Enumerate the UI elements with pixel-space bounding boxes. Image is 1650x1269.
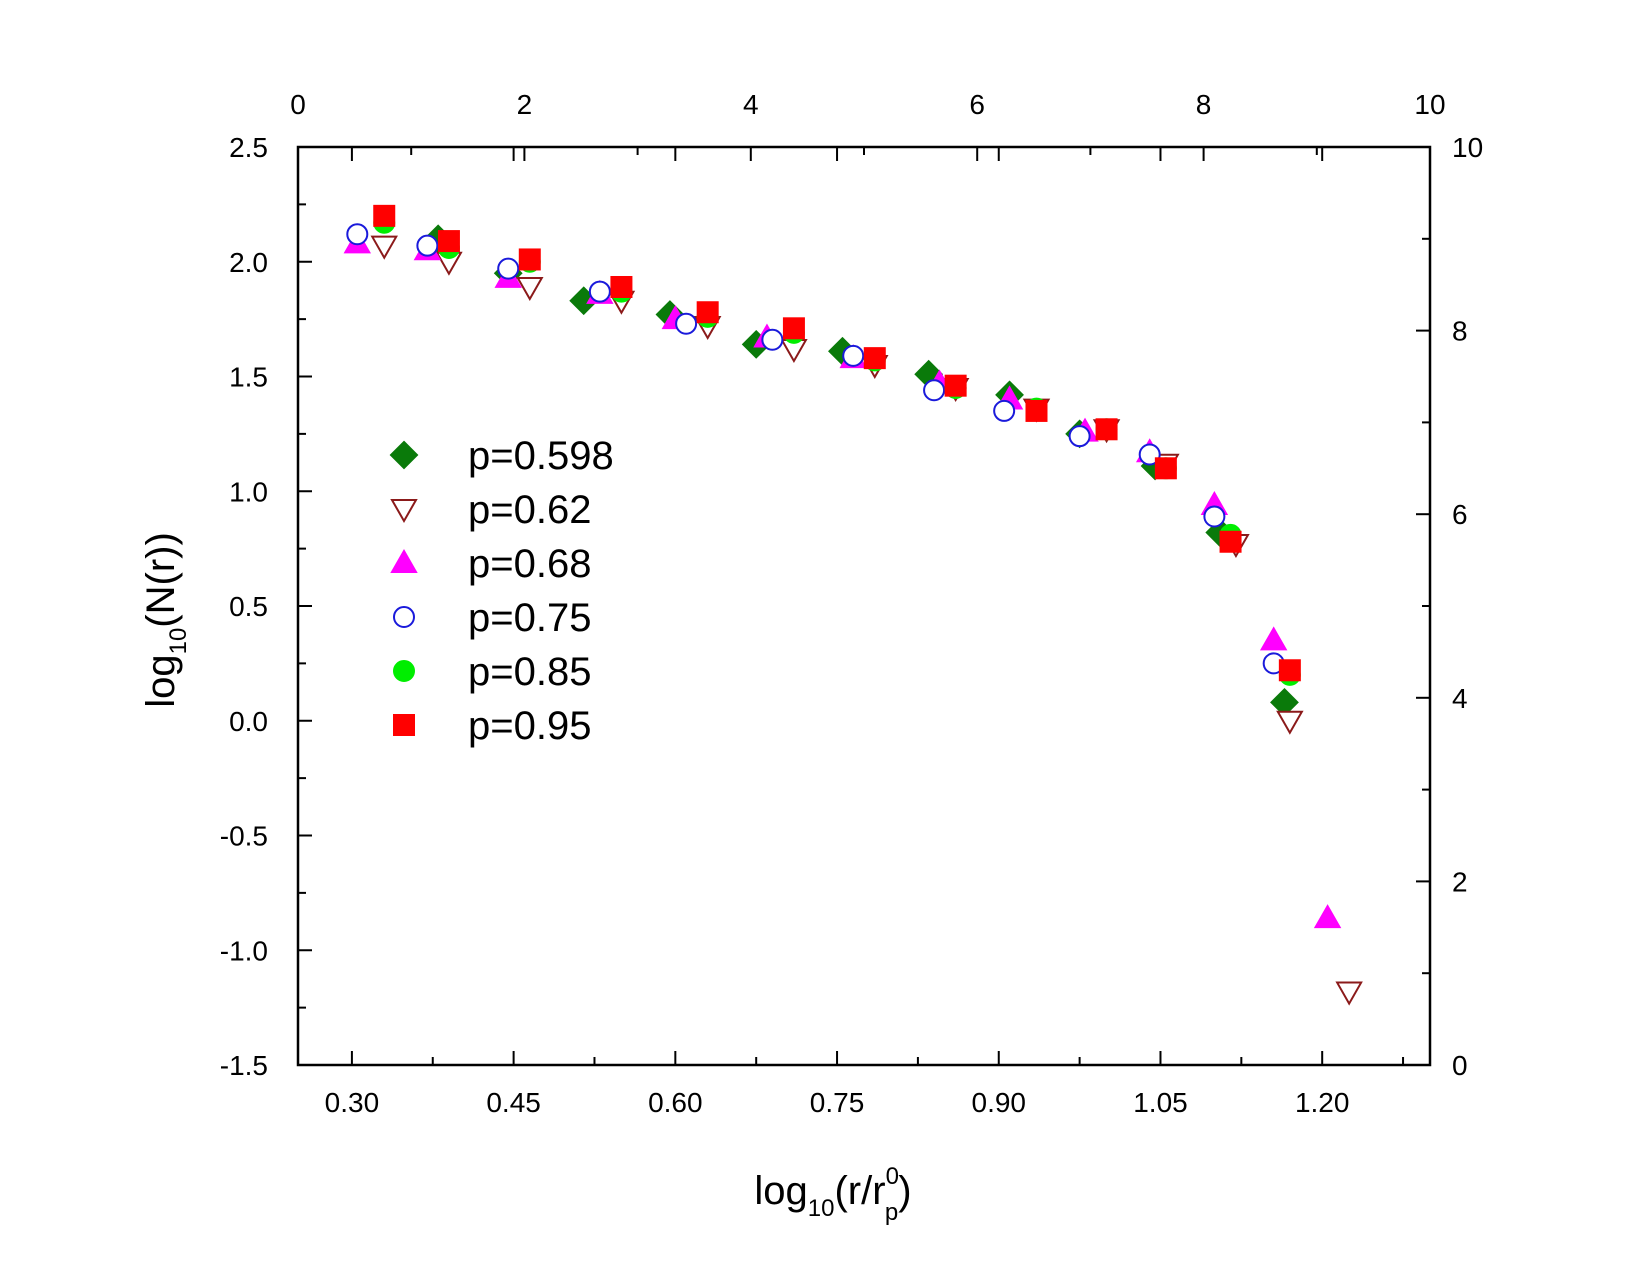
x-axis-title-mid: (r/r: [834, 1169, 885, 1213]
y-tick-label: -1.0: [220, 935, 268, 966]
data-point: [1278, 659, 1301, 682]
data-point: [1138, 443, 1161, 466]
data-point: [373, 204, 396, 227]
right-tick-label: 2: [1452, 866, 1468, 897]
legend: p=0.598 p=0.62 p=0.68 p=0.75 p=0.85 p=0.95: [389, 434, 614, 748]
data-point: [761, 328, 784, 351]
data-point: [1154, 457, 1177, 480]
y-tick-label: 2.0: [229, 247, 268, 278]
data-point: [1025, 399, 1048, 422]
legend-label: p=0.68: [468, 542, 591, 586]
data-point: [863, 347, 886, 370]
right-tick-label: 6: [1452, 499, 1468, 530]
x-tick-label: 1.05: [1133, 1087, 1188, 1118]
legend-marker: [393, 660, 415, 682]
top-tick-label: 6: [969, 89, 985, 120]
x-tick-label: 0.45: [486, 1087, 541, 1118]
right-tick-label: 8: [1452, 316, 1468, 347]
axis-ticks: 0.30 0.45 0.60 0.75 0.90 1.05 1.20 2.5 2.0 1.5 1.0…: [220, 89, 1483, 1118]
data-point: [944, 374, 967, 397]
y-axis-title-end: (N(r)): [139, 532, 183, 628]
top-tick-label: 2: [517, 89, 533, 120]
top-tick-label: 10: [1414, 89, 1445, 120]
top-tick-label: 0: [290, 89, 306, 120]
data-point: [518, 248, 541, 271]
x-axis-title: log10(r/r0 p): [754, 1163, 911, 1226]
data-point: [923, 379, 946, 402]
x-tick-label: 1.20: [1295, 1087, 1350, 1118]
y-axis-title-sub: 10: [165, 628, 192, 655]
y-tick-label: 2.5: [229, 132, 268, 163]
data-point: [1068, 425, 1091, 448]
right-tick-label: 4: [1452, 683, 1468, 714]
data-point: [1259, 626, 1288, 651]
right-tick-label: 0: [1452, 1050, 1468, 1081]
data-point: [675, 312, 698, 335]
right-tick-label: 10: [1452, 132, 1483, 163]
top-tick-label: 4: [743, 89, 759, 120]
y-axis-title-base: log: [139, 654, 183, 707]
data-point: [416, 234, 439, 257]
x-tick-label: 0.90: [972, 1087, 1027, 1118]
legend-marker: [393, 606, 415, 628]
data-point: [1203, 505, 1226, 528]
y-axis-title: log10(N(r)): [139, 532, 192, 708]
data-point: [842, 344, 865, 367]
legend-marker: [389, 440, 419, 470]
x-axis-title-sup: 0: [886, 1163, 899, 1190]
data-point: [1219, 530, 1242, 553]
y-tick-label: 1.0: [229, 476, 268, 507]
series-p-0-95: [373, 204, 1301, 682]
x-tick-label: 0.75: [810, 1087, 865, 1118]
data-point: [696, 301, 719, 324]
x-tick-label: 0.30: [325, 1087, 380, 1118]
series-p-0-75: [346, 223, 1285, 675]
data-point: [516, 276, 544, 302]
legend-marker: [393, 714, 415, 736]
data-point: [497, 257, 520, 280]
top-tick-label: 8: [1196, 89, 1212, 120]
data-point: [782, 317, 805, 340]
x-axis-title-end: ): [898, 1169, 911, 1213]
legend-label: p=0.75: [468, 596, 591, 640]
x-axis-title-sub2: p: [885, 1199, 898, 1226]
x-axis-title-sub: 10: [808, 1195, 835, 1222]
legend-label: p=0.598: [468, 434, 614, 478]
data-point: [993, 399, 1016, 422]
legend-label: p=0.62: [468, 488, 591, 532]
legend-label: p=0.85: [468, 650, 591, 694]
data-point: [370, 235, 398, 260]
data-point: [588, 280, 611, 303]
x-tick-label: 0.60: [648, 1087, 703, 1118]
y-tick-label: 0.0: [229, 706, 268, 737]
data-point: [437, 230, 460, 253]
data-point: [1335, 981, 1363, 1006]
data-points: [343, 204, 1363, 1006]
data-point: [1313, 904, 1342, 929]
data-point: [1095, 418, 1118, 441]
legend-marker: [390, 499, 418, 524]
y-tick-label: -0.5: [220, 821, 268, 852]
y-tick-label: 1.5: [229, 362, 268, 393]
legend-label: p=0.95: [468, 704, 591, 748]
y-tick-label: -1.5: [220, 1050, 268, 1081]
data-point: [610, 275, 633, 298]
legend-marker: [390, 548, 418, 573]
y-tick-label: 0.5: [229, 591, 268, 622]
data-point: [1276, 710, 1304, 735]
x-axis-title-base: log: [754, 1169, 807, 1213]
data-point: [346, 223, 369, 246]
